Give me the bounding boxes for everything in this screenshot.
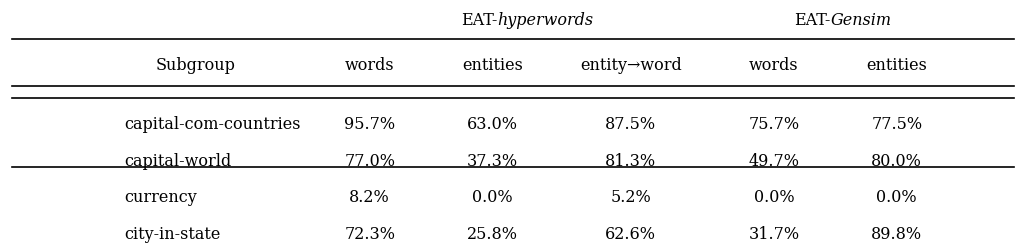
Text: 87.5%: 87.5% [605, 116, 657, 133]
Text: currency: currency [124, 189, 197, 206]
Text: capital-com-countries: capital-com-countries [124, 116, 301, 133]
Text: 8.2%: 8.2% [350, 189, 390, 206]
Text: 25.8%: 25.8% [467, 226, 518, 242]
Text: 5.2%: 5.2% [610, 189, 652, 206]
Text: EAT-: EAT- [462, 12, 498, 28]
Text: words: words [749, 57, 798, 74]
Text: 80.0%: 80.0% [871, 153, 922, 170]
Text: Subgroup: Subgroup [156, 57, 236, 74]
Text: 0.0%: 0.0% [754, 189, 794, 206]
Text: 63.0%: 63.0% [467, 116, 518, 133]
Text: capital-world: capital-world [124, 153, 232, 170]
Text: Gensim: Gensim [830, 12, 892, 28]
Text: 81.3%: 81.3% [605, 153, 657, 170]
Text: 31.7%: 31.7% [748, 226, 799, 242]
Text: 77.5%: 77.5% [871, 116, 922, 133]
Text: 49.7%: 49.7% [748, 153, 799, 170]
Text: 0.0%: 0.0% [472, 189, 513, 206]
Text: city-in-state: city-in-state [124, 226, 221, 242]
Text: entity→word: entity→word [580, 57, 681, 74]
Text: 72.3%: 72.3% [345, 226, 395, 242]
Text: entities: entities [866, 57, 928, 74]
Text: hyperwords: hyperwords [498, 12, 594, 28]
Text: entities: entities [462, 57, 523, 74]
Text: 95.7%: 95.7% [344, 116, 395, 133]
Text: 75.7%: 75.7% [748, 116, 799, 133]
Text: 0.0%: 0.0% [876, 189, 917, 206]
Text: 77.0%: 77.0% [345, 153, 395, 170]
Text: EAT-: EAT- [794, 12, 830, 28]
Text: 37.3%: 37.3% [467, 153, 518, 170]
Text: 89.8%: 89.8% [871, 226, 922, 242]
Text: words: words [345, 57, 395, 74]
Text: 62.6%: 62.6% [605, 226, 657, 242]
